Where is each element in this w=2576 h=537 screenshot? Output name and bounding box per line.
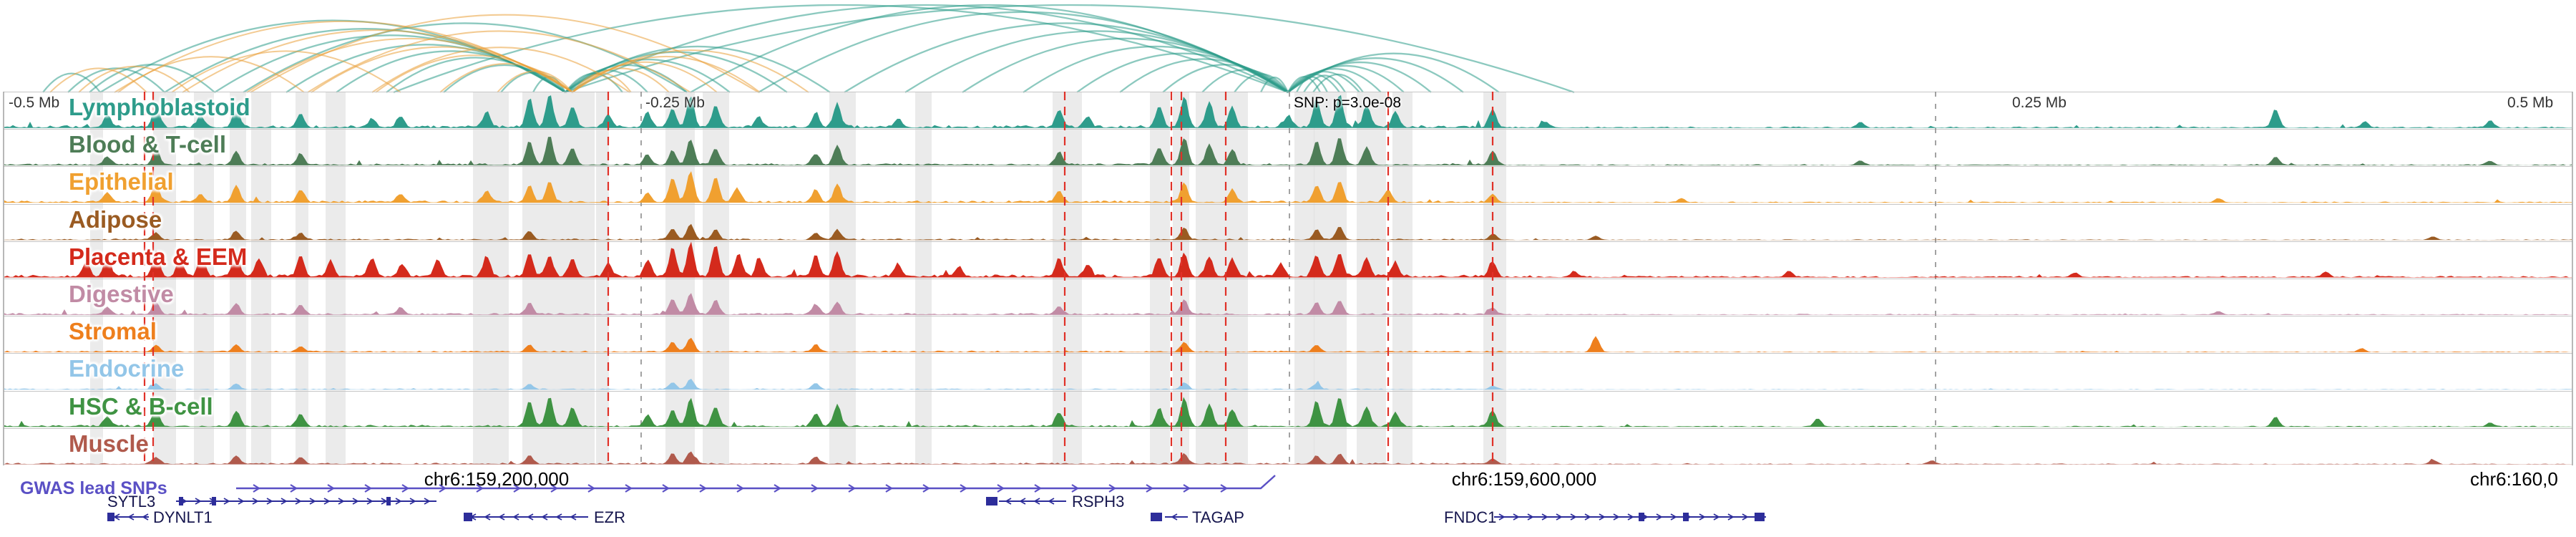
track-label-adipose[interactable]: Adipose bbox=[69, 206, 162, 233]
ruler-label: 0.5 Mb bbox=[2507, 95, 2554, 111]
ruler-label: -0.5 Mb bbox=[9, 95, 60, 111]
track-label-epithelial[interactable]: Epithelial bbox=[69, 168, 174, 195]
snp-pvalue-label: SNP: p=3.0e-08 bbox=[1294, 95, 1402, 111]
track-signal-epithelial[interactable] bbox=[4, 171, 2572, 203]
interaction-arc[interactable] bbox=[1303, 74, 1346, 93]
interaction-arc[interactable] bbox=[243, 22, 688, 93]
gene-label: TAGAP bbox=[1192, 508, 1244, 526]
interaction-arc[interactable] bbox=[371, 47, 630, 93]
track-signal-blood-t-cell[interactable] bbox=[4, 137, 2572, 165]
interaction-arc[interactable] bbox=[311, 46, 573, 93]
interaction-arc[interactable] bbox=[443, 64, 566, 93]
gene-rsph3[interactable]: RSPH3 bbox=[986, 493, 1124, 511]
annotation-footer: SYTL3 DYNLT1 EZR RSPH3 TAGAP FNDC1 GWAS lead … bbox=[0, 465, 2576, 537]
gene-dynlt1[interactable]: DYNLT1 bbox=[107, 508, 213, 526]
interaction-arcs-panel bbox=[42, 4, 1575, 93]
interaction-arc[interactable] bbox=[1234, 73, 1289, 93]
gene-sytl3[interactable]: SYTL3 bbox=[107, 493, 436, 511]
interaction-arc[interactable] bbox=[1287, 52, 1500, 93]
track-label-hsc-b-cell[interactable]: HSC & B-cell bbox=[69, 393, 213, 420]
interaction-arc[interactable] bbox=[439, 63, 573, 93]
track-label-muscle[interactable]: Muscle bbox=[69, 430, 149, 457]
interaction-arc[interactable] bbox=[565, 4, 1575, 93]
interaction-arc[interactable] bbox=[171, 50, 401, 93]
track-signal-adipose[interactable] bbox=[4, 223, 2572, 241]
interaction-arc[interactable] bbox=[250, 14, 759, 93]
track-signal-lymphoblastoid[interactable] bbox=[4, 95, 2572, 128]
track-signal-stromal[interactable] bbox=[4, 336, 2572, 352]
interaction-arc[interactable] bbox=[1119, 58, 1289, 93]
ruler-label: 0.25 Mb bbox=[2012, 95, 2067, 111]
interaction-arc[interactable] bbox=[1295, 76, 1329, 93]
interaction-arc[interactable] bbox=[117, 56, 305, 93]
track-signal-digestive[interactable] bbox=[4, 293, 2572, 315]
interaction-arc[interactable] bbox=[386, 57, 566, 93]
track-label-lymphoblastoid[interactable]: Lymphoblastoid bbox=[69, 94, 250, 120]
interaction-arc[interactable] bbox=[375, 54, 573, 93]
coordinate-label: chr6:160,0 bbox=[2470, 468, 2558, 490]
coordinate-label: chr6:159,600,000 bbox=[1451, 468, 1597, 490]
interaction-arc[interactable] bbox=[67, 67, 165, 93]
ruler-label: -0.25 Mb bbox=[645, 95, 705, 111]
track-label-digestive[interactable]: Digestive bbox=[69, 281, 174, 307]
interaction-arc[interactable] bbox=[1312, 73, 1364, 93]
gene-label: FNDC1 bbox=[1444, 508, 1496, 526]
gwas-lead-snps-track[interactable] bbox=[236, 475, 1276, 493]
track-label-stromal[interactable]: Stromal bbox=[69, 318, 157, 344]
interaction-arc[interactable] bbox=[565, 45, 831, 93]
interaction-arc[interactable] bbox=[572, 67, 670, 93]
interaction-arc[interactable] bbox=[572, 49, 809, 93]
track-signal-placenta-eem[interactable] bbox=[4, 241, 2572, 278]
track-label-endocrine[interactable]: Endocrine bbox=[69, 355, 185, 382]
interaction-arc[interactable] bbox=[42, 72, 101, 93]
gwas-lead-snps-label: GWAS lead SNPs bbox=[20, 478, 167, 498]
track-signal-muscle[interactable] bbox=[4, 451, 2572, 465]
track-area[interactable]: -0.5 Mb -0.25 Mb SNP: p=3.0e-08 0.25 Mb 0.5 … bbox=[0, 92, 2576, 465]
interaction-arc[interactable] bbox=[49, 67, 147, 93]
interaction-arc[interactable] bbox=[393, 4, 1289, 93]
track-signal-hsc-b-cell[interactable] bbox=[4, 397, 2572, 427]
gene-tagap[interactable]: TAGAP bbox=[1151, 508, 1244, 526]
track-signal-endocrine[interactable] bbox=[4, 379, 2572, 390]
interaction-arc[interactable] bbox=[78, 65, 190, 93]
interaction-arc[interactable] bbox=[500, 72, 566, 93]
signal-tracks-panel[interactable] bbox=[0, 92, 2576, 465]
gene-label: SYTL3 bbox=[107, 493, 155, 511]
gene-label: RSPH3 bbox=[1072, 493, 1124, 511]
track-label-blood-t-cell[interactable]: Blood & T-cell bbox=[69, 131, 227, 158]
interaction-arc[interactable] bbox=[307, 30, 691, 93]
coordinate-label: chr6:159,200,000 bbox=[424, 468, 570, 490]
interaction-arc[interactable] bbox=[497, 70, 573, 93]
interaction-arc[interactable] bbox=[1162, 64, 1289, 93]
gene-label: DYNLT1 bbox=[153, 508, 213, 526]
interaction-arc[interactable] bbox=[1201, 69, 1289, 93]
track-label-placenta-eem[interactable]: Placenta & EEM bbox=[69, 243, 248, 270]
gene-fndc1[interactable]: FNDC1 bbox=[1444, 508, 1766, 526]
gene-label: EZR bbox=[594, 508, 625, 526]
gene-ezr[interactable]: EZR bbox=[464, 508, 625, 526]
interaction-arc[interactable] bbox=[1259, 77, 1289, 93]
